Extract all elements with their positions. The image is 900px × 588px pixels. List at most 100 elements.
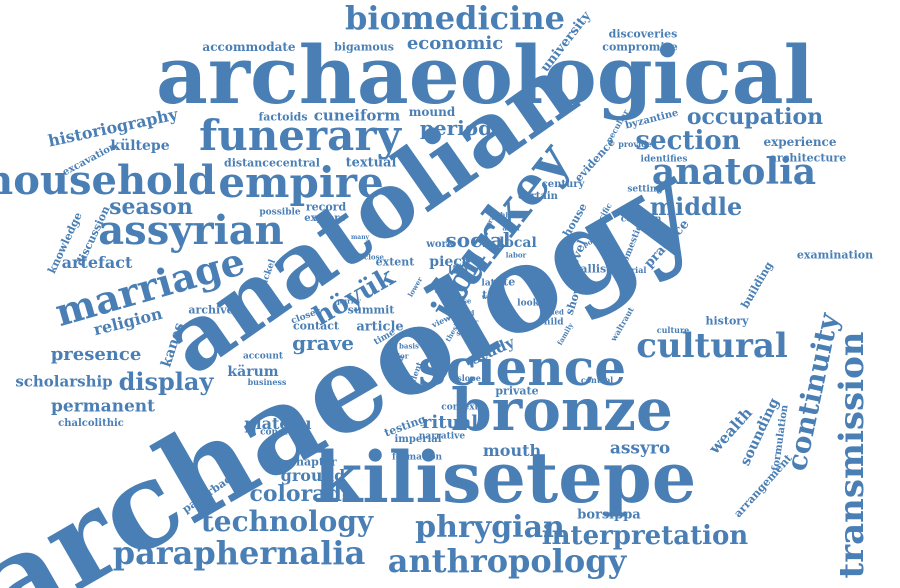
cloud-word: account [242, 351, 284, 362]
cloud-word: display [118, 367, 214, 396]
cloud-word: century [541, 179, 585, 190]
cloud-word: record [305, 200, 347, 214]
cloud-word: chalcolithic [58, 418, 124, 429]
cloud-word: extent [375, 255, 415, 269]
cloud-word: funerary [199, 111, 401, 160]
cloud-word: household [0, 157, 216, 204]
cloud-word: central [276, 156, 320, 170]
cloud-word: borsippa [577, 507, 641, 523]
cloud-word: burial [619, 265, 647, 275]
cloud-word: purity [337, 296, 361, 306]
cloud-word: technology [200, 505, 374, 538]
cloud-word: bronze [451, 376, 673, 444]
cloud-word: section [635, 126, 741, 156]
cloud-word: piece [429, 254, 471, 270]
cloud-word: anthropology [387, 542, 627, 580]
cloud-word: interpretation [541, 521, 749, 551]
cloud-word: look [517, 298, 539, 309]
cloud-word: architecture [769, 151, 847, 165]
cloud-word: experience [763, 135, 837, 149]
cloud-word: life [447, 263, 469, 277]
cloud-word: grave [292, 331, 354, 355]
cloud-word: kärum [227, 364, 279, 380]
cloud-word: major [385, 351, 409, 361]
cloud-word: kültepe [110, 138, 170, 154]
cloud-word: biomedicine [345, 0, 565, 37]
cloud-word: basis [399, 341, 419, 351]
cloud-word: provide [618, 139, 652, 149]
cloud-word: labor [505, 250, 527, 260]
cloud-word: anatolia [651, 151, 817, 193]
cloud-word: formation [391, 452, 443, 463]
cloud-word: textual [345, 155, 397, 171]
cloud-word: colorado [249, 481, 357, 507]
cloud-word: many [350, 234, 370, 241]
cloud-word: permanent [50, 396, 156, 417]
cloud-word: factoids [258, 110, 308, 124]
cloud-word: condition [260, 427, 308, 438]
cloud-word: identifies [640, 154, 688, 165]
cloud-word: narrative [418, 431, 466, 442]
cloud-word: context [441, 402, 479, 413]
cloud-word: archaeological [156, 28, 814, 122]
cloud-word: ritual [421, 412, 479, 433]
cloud-word: assyrian [98, 207, 284, 254]
cloud-word: imperial [394, 434, 442, 445]
cloud-word: work [426, 239, 454, 250]
cloud-word: summit [347, 303, 395, 317]
cloud-word: cuneiform [313, 106, 401, 125]
cloud-word: sheet [456, 328, 478, 338]
cloud-word: setting [627, 184, 663, 195]
cloud-word: phrygian [415, 510, 565, 545]
cloud-word: private [495, 384, 539, 398]
cloud-word: site [492, 275, 516, 289]
cloud-word: control [580, 375, 614, 385]
cloud-word: period [419, 116, 493, 140]
cloud-word: allison [580, 262, 622, 276]
cloud-word: concern [620, 214, 662, 225]
cloud-word: weds [481, 294, 499, 301]
cloud-word: artefact [61, 253, 133, 272]
cloud-word: examination [796, 248, 874, 262]
cloud-word: certain [518, 191, 558, 202]
cloud-word: transmission [832, 331, 872, 579]
cloud-word: area [502, 223, 520, 233]
cloud-word: possible [259, 207, 301, 218]
cloud-word: business [247, 377, 287, 387]
cloud-word: middle [649, 192, 743, 221]
cloud-word: assyro [609, 438, 671, 459]
cloud-word: building [738, 259, 776, 311]
cloud-word: culture [656, 325, 690, 335]
cloud-word: ground [280, 466, 346, 485]
cloud-word: empire [218, 158, 384, 207]
cloud-word: distance [224, 156, 276, 170]
cloud-word: allied [542, 307, 564, 317]
cloud-word: occupation [686, 104, 824, 130]
cloud-word: rise [456, 296, 472, 306]
cloud-word: need [455, 308, 475, 318]
cloud-word: cultural [636, 326, 788, 366]
cloud-word: social [445, 228, 511, 252]
cloud-word: bigamous [334, 40, 394, 54]
cloud-word: plateau [244, 414, 312, 433]
cloud-word: mouth [482, 441, 542, 460]
cloud-word: offer [459, 317, 479, 327]
cloud-word: local [499, 235, 537, 251]
cloud-word: accommodate [202, 40, 296, 54]
cloud-word: explore [304, 213, 346, 224]
cloud-word: child [538, 317, 564, 328]
cloud-word: white [494, 210, 516, 220]
cloud-word: paraphernalia [112, 534, 366, 572]
cloud-word: contact [292, 319, 340, 333]
cloud-word: kilisetepe [313, 436, 697, 519]
cloud-word: history [705, 314, 749, 328]
cloud-word: economic [406, 33, 504, 54]
cloud-word: scholarship [15, 372, 113, 391]
cloud-word: article [356, 319, 404, 335]
cloud-word: slope [457, 373, 481, 383]
cloud-word: mound [408, 105, 456, 119]
cloud-word: late [481, 278, 501, 289]
cloud-word: close [364, 252, 384, 262]
cloud-word: science [417, 338, 627, 397]
